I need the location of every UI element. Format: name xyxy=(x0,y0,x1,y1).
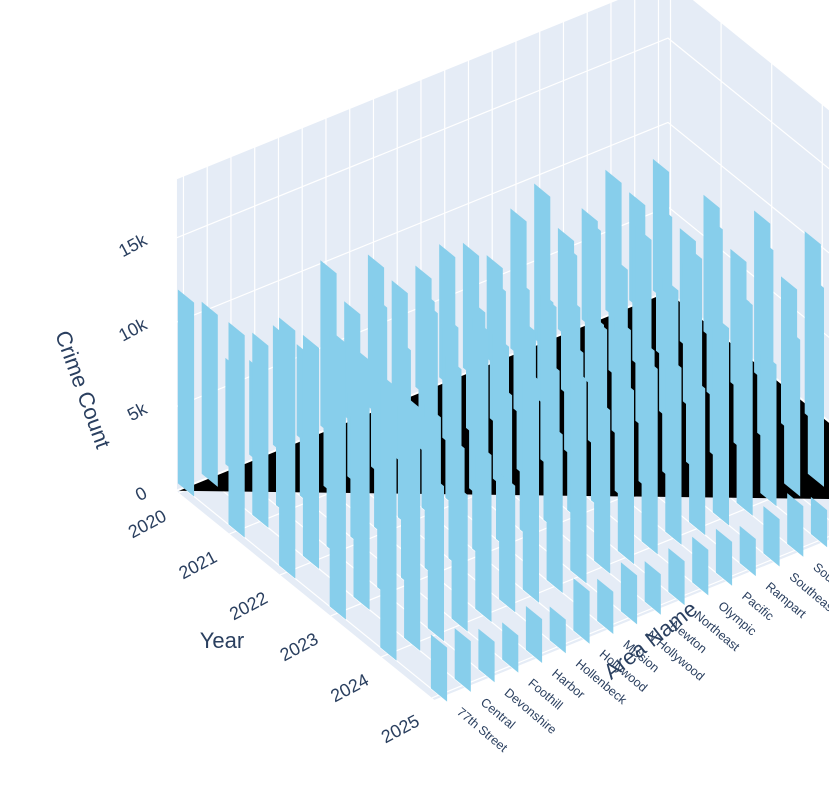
bar-layer xyxy=(177,158,828,702)
z-tick-label: 5k xyxy=(124,398,151,425)
bar-2024-rampart[interactable] xyxy=(689,375,706,536)
bar-2023-central[interactable] xyxy=(353,347,370,610)
bar-2024-hollenbeck[interactable] xyxy=(499,472,516,613)
pane-edge xyxy=(176,0,619,180)
bar-2024-pacific[interactable] xyxy=(665,354,682,545)
bar-2024-central[interactable] xyxy=(404,394,421,651)
z-gridline xyxy=(176,37,829,239)
z-axis-title: Crime Count xyxy=(50,327,116,452)
year-tick-label: 2021 xyxy=(175,547,220,583)
bar-2025-mission[interactable] xyxy=(597,578,614,634)
bar-2021-central[interactable] xyxy=(252,332,269,528)
year-tick-label: 2024 xyxy=(327,670,372,706)
bar-2024-harbor[interactable] xyxy=(475,441,492,622)
bar-2025-rampart[interactable] xyxy=(739,525,756,577)
z-tick-label: 0 xyxy=(132,483,150,505)
bar-2024-hollywood[interactable] xyxy=(522,366,539,603)
year-tick-label: 2023 xyxy=(277,629,322,665)
year-tick-label: 2020 xyxy=(125,506,170,542)
bar-2024-southwest[interactable] xyxy=(736,291,753,516)
bar-2025-77th-street[interactable] xyxy=(430,634,448,702)
bar-2024-northeast[interactable] xyxy=(617,377,634,565)
bar-2025-central[interactable] xyxy=(454,628,471,692)
bar-2025-northeast[interactable] xyxy=(668,548,685,606)
bar-2025-southeast[interactable] xyxy=(763,506,780,567)
bar-2025-harbor[interactable] xyxy=(525,606,543,663)
bar-2020-central[interactable] xyxy=(201,301,218,487)
bar-2025-hollenbeck[interactable] xyxy=(549,606,566,654)
bar-2024-olympic[interactable] xyxy=(641,355,658,555)
bar-2020-77th-street[interactable] xyxy=(177,289,195,497)
bar-2025-devonshire[interactable] xyxy=(478,628,495,683)
bar-2025-southwest[interactable] xyxy=(787,493,804,557)
bar-2025-n-hollywood[interactable] xyxy=(620,562,638,625)
bar-2025-newton[interactable] xyxy=(644,561,661,615)
bar-2021-77th-street[interactable] xyxy=(228,322,245,538)
bar-2025-topanga[interactable] xyxy=(810,496,828,548)
bar-2024-west-la[interactable] xyxy=(807,274,824,487)
bar-2024-newton[interactable] xyxy=(594,397,611,574)
z-tick-label: 10k xyxy=(115,314,151,346)
bar-2023-77th-street[interactable] xyxy=(329,329,346,620)
z-gridline xyxy=(176,121,829,323)
bar-2025-pacific[interactable] xyxy=(715,528,733,586)
bar-2024-devonshire[interactable] xyxy=(427,473,444,642)
x-axis-title: Year xyxy=(200,628,244,653)
pane-edge xyxy=(692,0,829,111)
bar-2024-mission[interactable] xyxy=(546,421,563,593)
bar-2024-topanga[interactable] xyxy=(760,351,777,507)
bar-2022-central[interactable] xyxy=(302,334,319,569)
bar-2024-southeast[interactable] xyxy=(712,315,729,526)
bar-2024-foothill[interactable] xyxy=(451,481,468,632)
bar-2025-foothill[interactable] xyxy=(502,622,519,673)
bar-2024-van-nuys[interactable] xyxy=(784,326,801,497)
bar-2025-olympic[interactable] xyxy=(692,536,709,596)
bar-2022-77th-street[interactable] xyxy=(279,317,296,579)
bar-2025-hollywood[interactable] xyxy=(573,578,590,644)
year-tick-label: 2022 xyxy=(226,588,271,624)
year-tick-label: 2025 xyxy=(378,711,423,747)
bar-2024-n-hollywood[interactable] xyxy=(570,366,587,584)
bar-2024-77th-street[interactable] xyxy=(380,374,397,661)
area-gridline-floor xyxy=(183,487,442,698)
z-tick-label: 15k xyxy=(115,229,151,261)
